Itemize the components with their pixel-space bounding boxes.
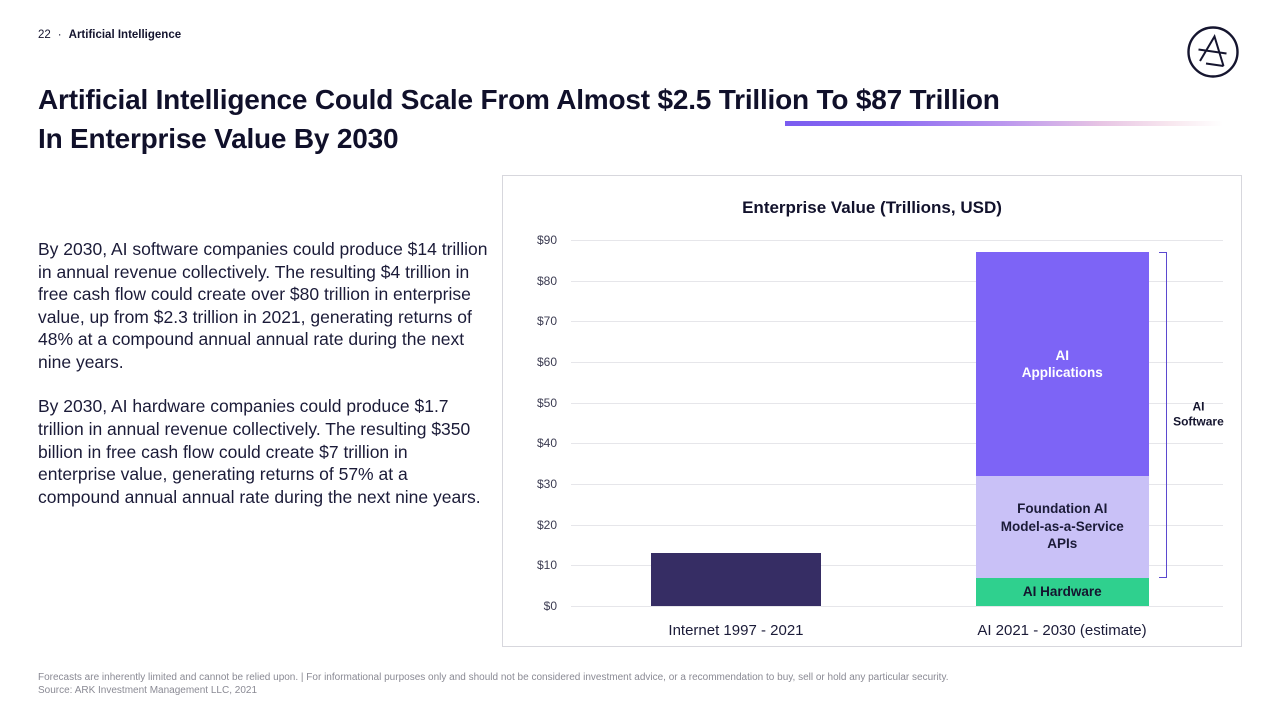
ark-logo-icon: [1186, 25, 1240, 79]
segment-label: Foundation AI: [1017, 501, 1108, 517]
paragraph-ai-software: By 2030, AI software companies could pro…: [38, 239, 488, 372]
ai-software-bracket: [1159, 252, 1168, 578]
page-header: 22 · Artificial Intelligence: [38, 29, 181, 41]
header-section-title: Artificial Intelligence: [68, 29, 182, 41]
gridline: [571, 362, 1223, 363]
segment-label: Applications: [1021, 365, 1103, 381]
y-tick-label: $40: [536, 436, 557, 451]
segment-label: AI Hardware: [1022, 584, 1102, 599]
bar-internet: [651, 240, 821, 606]
bracket-label: AI Software: [1173, 399, 1224, 430]
page-title: Artificial Intelligence Could Scale From…: [38, 80, 1218, 158]
chart-panel: Enterprise Value (Trillions, USD) $0 $10 $…: [502, 175, 1242, 647]
gridline: [571, 402, 1223, 404]
title-line-2: In Enterprise Value By 2030: [38, 123, 399, 155]
gridline: [571, 280, 1223, 282]
bar-segment-internet: [651, 553, 821, 606]
x-label-ai: AI 2021 - 2030 (estimate): [977, 622, 1147, 639]
bracket-label-line: AI: [1192, 399, 1205, 414]
segment-label: Model-as-a-Service: [1000, 518, 1124, 534]
title-line-1: Artificial Intelligence Could Scale From…: [38, 84, 1000, 115]
header-separator: ·: [57, 29, 62, 41]
paragraph-ai-hardware: By 2030, AI hardware companies could pro…: [38, 396, 481, 507]
segment-label: AI: [1055, 347, 1070, 363]
plot-area: AI Hardware Foundation AI Model-as-a-Servi…: [571, 240, 1224, 607]
bar-segment-ai-applications: AI Applications: [975, 252, 1149, 476]
title-accent-gradient: [785, 121, 1223, 126]
y-tick-label: $90: [536, 233, 557, 247]
page-number: 22: [38, 29, 51, 41]
y-tick-label: $60: [536, 355, 557, 369]
gridline: [571, 443, 1223, 445]
y-axis: $0 $10 $20 $30 $40 $50 $60 $70 $80 $90: [503, 233, 563, 613]
x-label-internet: Internet 1997 - 2021: [668, 622, 804, 639]
source-text: Source: ARK Investment Management LLC, 2…: [38, 685, 258, 696]
chart-title: Enterprise Value (Trillions, USD): [742, 198, 1002, 217]
disclaimer-text: Forecasts are inherently limited and can…: [38, 672, 949, 683]
y-tick-label: $30: [536, 477, 557, 491]
bar-ai: AI Hardware Foundation AI Model-as-a-Servi…: [975, 240, 1149, 606]
gridline: [571, 606, 1223, 607]
y-tick-label: $10: [536, 558, 557, 573]
y-tick-label: $80: [536, 273, 557, 288]
y-tick-label: $70: [536, 314, 557, 329]
footer: Forecasts are inherently limited and can…: [38, 671, 1253, 697]
gridline: [571, 565, 1223, 567]
bar-segment-ai-hardware: AI Hardware: [975, 577, 1149, 606]
segment-label: APIs: [1047, 536, 1078, 552]
gridline: [571, 484, 1223, 485]
gridline: [571, 240, 1223, 241]
y-tick-label: $50: [536, 395, 557, 410]
bracket-label-line: Software: [1173, 414, 1224, 429]
x-axis: Internet 1997 - 2021 AI 2021 - 2030 (est…: [571, 622, 1223, 644]
y-tick-label: $0: [543, 599, 557, 613]
y-tick-label: $20: [536, 517, 557, 532]
gridline: [571, 321, 1223, 323]
bar-segment-foundation-ai-model-as-a-service-apis: Foundation AI Model-as-a-Service APIs: [975, 475, 1149, 578]
body-text: By 2030, AI software companies could pro…: [38, 238, 488, 508]
gridline: [571, 524, 1223, 526]
